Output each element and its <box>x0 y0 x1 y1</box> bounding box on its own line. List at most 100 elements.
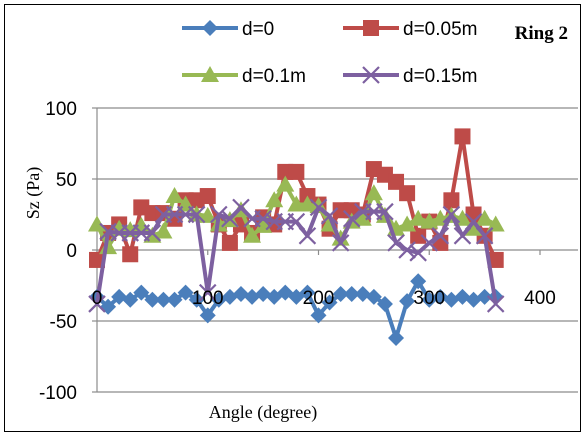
data-point <box>342 209 361 228</box>
chart-frame: 100 50 0 -50 -100 0 100 200 300 400 d=0 d=0.05m d=0… <box>4 4 581 432</box>
data-point-stroke <box>88 295 106 313</box>
data-point-stroke <box>442 205 461 224</box>
data-point <box>309 198 328 217</box>
data-point <box>122 291 139 308</box>
data-point <box>443 291 460 308</box>
data-point <box>465 291 482 308</box>
data-point <box>453 227 472 245</box>
data-point-stroke <box>210 205 228 224</box>
data-point <box>199 307 216 324</box>
data-point <box>362 66 380 84</box>
y-tick-label: -100 <box>39 383 77 404</box>
data-point <box>387 234 405 252</box>
y-axis-title: Sz (Pa) <box>23 167 44 220</box>
data-point-stroke <box>331 234 350 252</box>
data-point <box>276 175 295 192</box>
data-point <box>166 291 183 308</box>
data-point <box>432 288 449 305</box>
legend-label: d=0.05m <box>403 19 477 40</box>
data-point <box>243 226 262 243</box>
series-layer <box>88 128 505 347</box>
y-tick-label: 0 <box>66 241 77 262</box>
data-point-stroke <box>287 212 306 231</box>
data-point-stroke <box>143 224 162 242</box>
data-point <box>399 185 416 202</box>
data-point <box>221 288 238 305</box>
data-point <box>210 291 227 308</box>
data-point <box>198 206 217 223</box>
data-point <box>398 241 416 259</box>
data-point <box>421 291 438 308</box>
data-point-stroke <box>198 283 217 302</box>
data-point-stroke <box>376 202 394 221</box>
data-point <box>410 273 427 290</box>
data-point-stroke <box>453 227 472 245</box>
data-point-stroke <box>398 241 416 259</box>
series-d-0 <box>89 273 504 347</box>
data-point-stroke <box>320 207 339 225</box>
data-point-stroke <box>387 234 405 252</box>
data-point <box>111 288 128 305</box>
data-point <box>288 163 305 180</box>
data-point <box>475 227 494 245</box>
data-point <box>187 205 206 224</box>
data-point <box>331 234 350 252</box>
data-point <box>454 128 471 145</box>
data-point <box>475 209 494 226</box>
data-point <box>199 188 216 205</box>
data-point <box>320 207 339 225</box>
data-point <box>343 286 360 303</box>
tick-labels: 100 50 0 -50 -100 0 100 200 300 400 <box>39 99 556 404</box>
data-point <box>298 227 317 245</box>
data-point <box>232 286 249 303</box>
data-point <box>321 294 338 311</box>
y-tick-label: 50 <box>56 170 77 191</box>
data-point <box>431 227 450 245</box>
data-point <box>486 215 505 232</box>
data-point <box>454 288 471 305</box>
data-point-stroke <box>475 227 494 245</box>
data-point <box>299 284 316 301</box>
legend-label: d=0.1m <box>242 66 306 87</box>
data-point <box>265 191 284 208</box>
data-point <box>154 222 173 239</box>
axes <box>92 107 578 393</box>
data-point <box>443 192 460 209</box>
data-point <box>464 212 483 231</box>
data-point <box>353 209 372 226</box>
data-point <box>476 288 493 305</box>
legend-item: d=0.05m <box>343 19 477 40</box>
data-point <box>487 251 504 268</box>
data-point <box>442 205 461 224</box>
data-point <box>133 284 150 301</box>
x-tick-label: 0 <box>92 288 103 309</box>
data-point <box>332 286 349 303</box>
data-point <box>177 284 194 301</box>
legend-label: d=0.15m <box>403 66 477 87</box>
chart-title: Ring 2 <box>515 23 568 44</box>
data-point <box>398 215 417 232</box>
data-point-stroke <box>420 234 439 252</box>
data-point-stroke <box>232 198 250 217</box>
x-tick-label: 100 <box>192 288 224 309</box>
data-point <box>255 286 272 303</box>
x-tick-label: 200 <box>303 288 335 309</box>
y-tick-label: 100 <box>45 99 77 120</box>
legend: d=0 d=0.05m d=0.1m d=0.15m <box>182 19 477 87</box>
data-point <box>354 286 371 303</box>
data-point-stroke <box>431 227 450 245</box>
legend-label: d=0 <box>242 19 274 40</box>
data-point-stroke <box>362 66 380 84</box>
data-point <box>363 20 379 36</box>
data-point <box>188 291 205 308</box>
data-point <box>144 291 161 308</box>
data-point <box>388 330 405 347</box>
data-point <box>376 295 393 312</box>
x-tick-label: 400 <box>524 288 556 309</box>
data-point <box>399 293 416 310</box>
legend-item: d=0.1m <box>182 66 306 87</box>
data-point <box>410 227 427 244</box>
data-point <box>376 202 394 221</box>
data-point <box>287 212 306 231</box>
